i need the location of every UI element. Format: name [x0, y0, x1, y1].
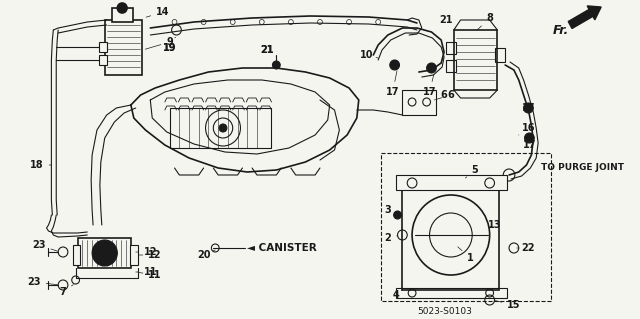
Text: 21: 21 — [439, 15, 456, 28]
Text: 19: 19 — [163, 37, 177, 53]
Text: 20: 20 — [197, 250, 215, 260]
Text: 1: 1 — [458, 247, 474, 263]
Bar — [73, 245, 81, 265]
Text: 9: 9 — [145, 37, 173, 49]
Circle shape — [394, 211, 401, 219]
Bar — [396, 175, 507, 190]
Text: 18: 18 — [30, 160, 51, 170]
Bar — [446, 42, 456, 54]
Text: 15: 15 — [495, 300, 521, 310]
Bar — [454, 30, 497, 90]
Text: 7: 7 — [60, 285, 74, 297]
Circle shape — [390, 60, 399, 70]
Bar — [105, 20, 141, 75]
Circle shape — [427, 63, 436, 73]
Text: 21: 21 — [260, 45, 276, 57]
Text: 22: 22 — [517, 243, 535, 253]
Text: 17: 17 — [423, 75, 436, 97]
Bar — [495, 48, 505, 62]
Circle shape — [92, 240, 117, 266]
Circle shape — [219, 124, 227, 132]
Text: 14: 14 — [146, 7, 170, 17]
Text: 23: 23 — [32, 240, 58, 251]
Text: 6: 6 — [435, 90, 447, 100]
Bar — [381, 153, 551, 301]
Circle shape — [525, 133, 534, 143]
Text: 5023-S0103: 5023-S0103 — [417, 308, 472, 316]
Text: 16: 16 — [519, 123, 535, 135]
Text: 17: 17 — [522, 103, 535, 113]
Bar — [111, 8, 133, 22]
Text: 12: 12 — [136, 247, 157, 257]
Text: 4: 4 — [392, 290, 403, 300]
Text: 6: 6 — [437, 90, 454, 100]
FancyArrow shape — [568, 6, 601, 28]
Text: 17: 17 — [523, 140, 536, 150]
Text: 17: 17 — [386, 71, 399, 97]
Bar — [77, 238, 131, 268]
Bar — [446, 60, 456, 72]
Text: 11: 11 — [136, 267, 157, 277]
Text: 23: 23 — [27, 277, 58, 287]
Text: 12: 12 — [138, 250, 162, 260]
Text: 13: 13 — [488, 220, 501, 230]
Text: ◄ CANISTER: ◄ CANISTER — [247, 243, 317, 253]
Text: 3: 3 — [385, 205, 397, 215]
Circle shape — [273, 61, 280, 69]
Text: 11: 11 — [138, 270, 162, 280]
Circle shape — [117, 3, 127, 13]
Circle shape — [524, 103, 533, 113]
Text: Fr.: Fr. — [553, 24, 569, 36]
Bar — [396, 288, 507, 298]
Bar — [99, 55, 107, 65]
Text: 19: 19 — [163, 37, 177, 53]
Text: 10: 10 — [360, 50, 378, 60]
Text: TO PURGE JOINT: TO PURGE JOINT — [541, 164, 624, 173]
Text: 5: 5 — [465, 165, 479, 178]
Text: 2: 2 — [385, 233, 397, 243]
Bar — [403, 90, 436, 115]
Bar — [403, 180, 499, 290]
Text: 8: 8 — [477, 13, 493, 30]
Bar — [130, 245, 138, 265]
Bar — [99, 42, 107, 52]
Text: 21: 21 — [260, 45, 276, 57]
